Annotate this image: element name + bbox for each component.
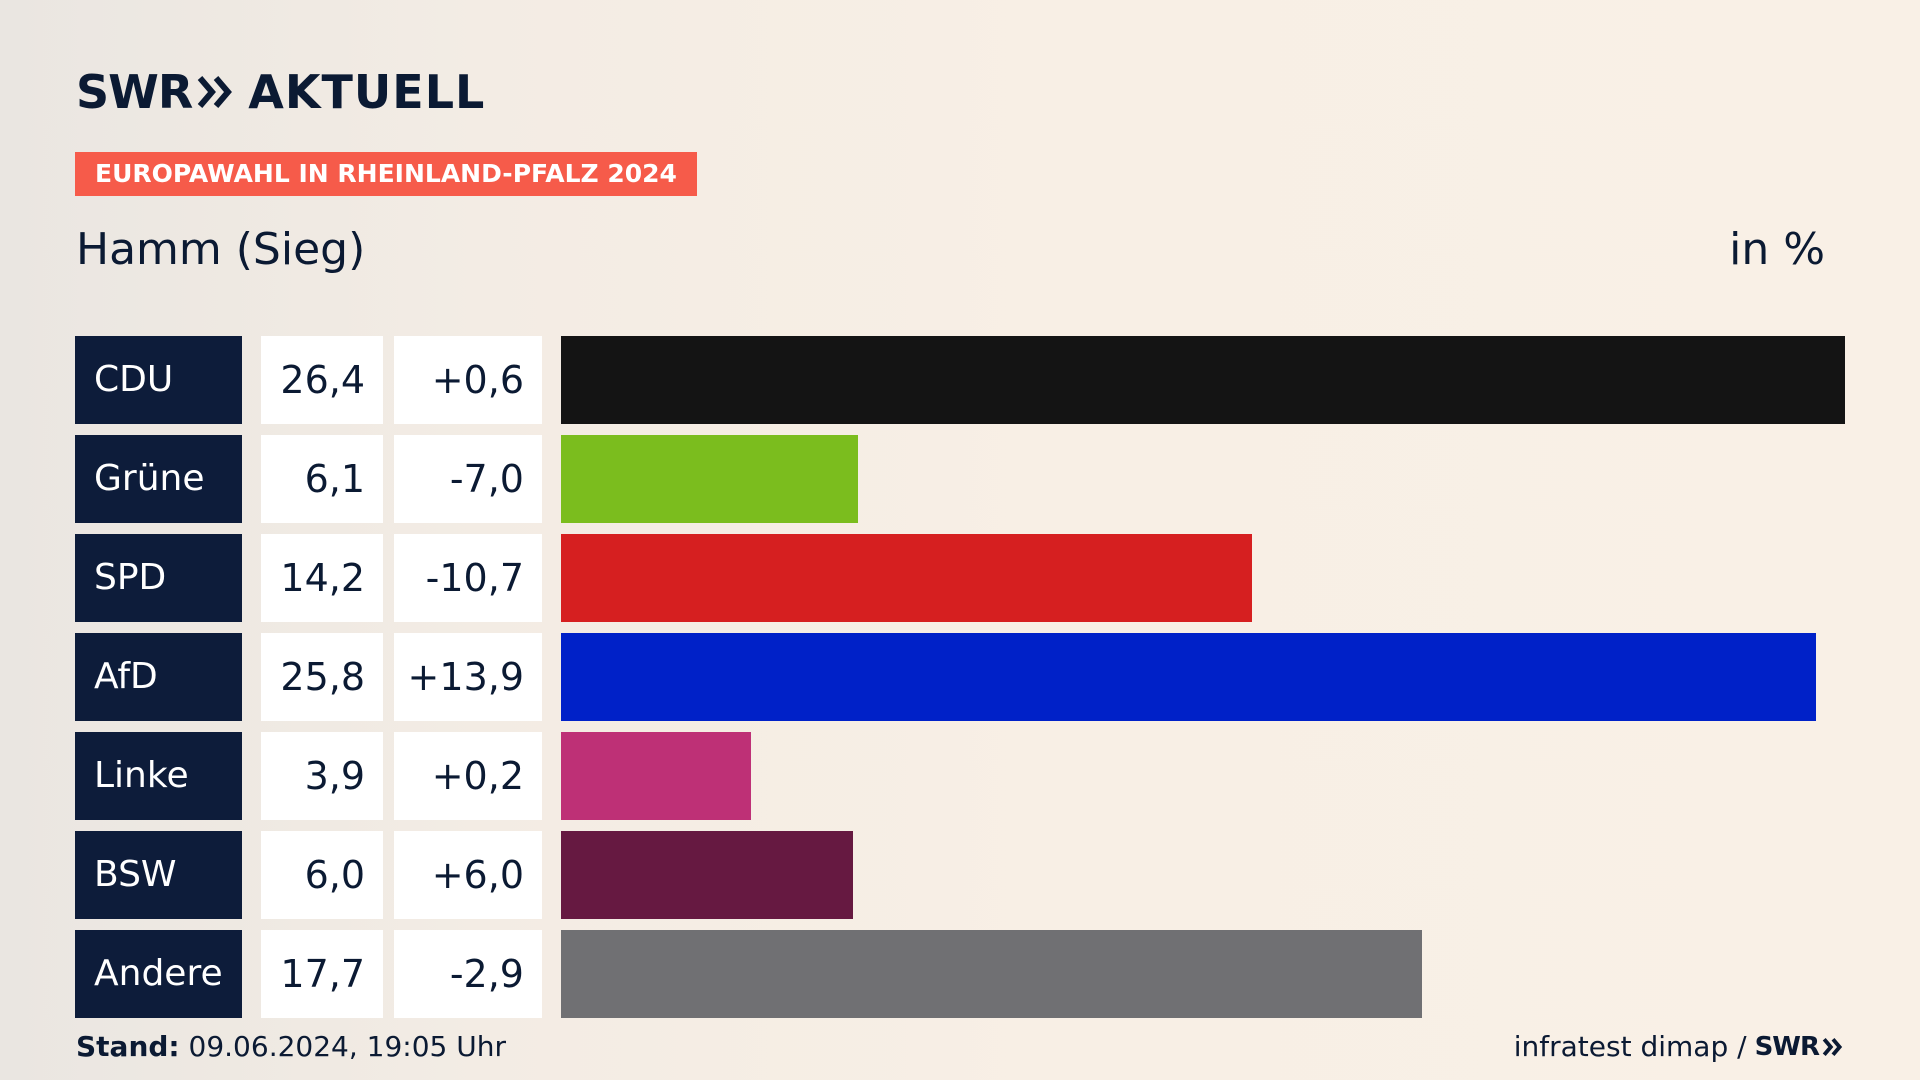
- source-credit: infratest dimap / SWR: [1514, 1030, 1844, 1063]
- bar-track: [561, 633, 1845, 721]
- vote-share-value: 6,1: [261, 435, 383, 523]
- party-label: Linke: [75, 732, 242, 820]
- vote-share-value: 3,9: [261, 732, 383, 820]
- stand-label: Stand:: [76, 1030, 180, 1063]
- bar-track: [561, 336, 1845, 424]
- bar-track: [561, 930, 1845, 1018]
- vote-share-value: 26,4: [261, 336, 383, 424]
- party-label: Grüne: [75, 435, 242, 523]
- party-label: CDU: [75, 336, 242, 424]
- source-swr-logo: SWR: [1754, 1031, 1820, 1062]
- vote-share-value: 17,7: [261, 930, 383, 1018]
- timestamp: Stand: 09.06.2024, 19:05 Uhr: [76, 1030, 506, 1063]
- result-bar: [561, 336, 1845, 424]
- result-row: Grüne 6,1 -7,0: [75, 435, 1845, 523]
- swr-aktuell-logo: SWR AKTUELL: [76, 65, 486, 119]
- party-label: BSW: [75, 831, 242, 919]
- change-value: -2,9: [394, 930, 542, 1018]
- source-text: infratest dimap /: [1513, 1030, 1747, 1063]
- bar-track: [561, 831, 1845, 919]
- change-value: +0,2: [394, 732, 542, 820]
- change-value: +6,0: [394, 831, 542, 919]
- result-row: AfD 25,8 +13,9: [75, 633, 1845, 721]
- change-value: -10,7: [394, 534, 542, 622]
- party-label: Andere: [75, 930, 242, 1018]
- election-badge: EUROPAWAHL IN RHEINLAND-PFALZ 2024: [75, 152, 697, 196]
- change-value: +0,6: [394, 336, 542, 424]
- result-bar: [561, 930, 1422, 1018]
- double-chevron-icon: [1822, 1037, 1843, 1056]
- results-chart: CDU 26,4 +0,6 Grüne 6,1 -7,0 SPD 14,2 -10,7 AfD 25…: [75, 336, 1845, 1029]
- result-row: BSW 6,0 +6,0: [75, 831, 1845, 919]
- change-value: -7,0: [394, 435, 542, 523]
- result-row: Andere 17,7 -2,9: [75, 930, 1845, 1018]
- result-row: CDU 26,4 +0,6: [75, 336, 1845, 424]
- result-bar: [561, 732, 751, 820]
- result-row: Linke 3,9 +0,2: [75, 732, 1845, 820]
- vote-share-value: 25,8: [261, 633, 383, 721]
- party-label: SPD: [75, 534, 242, 622]
- double-chevron-icon: [198, 76, 233, 108]
- party-label: AfD: [75, 633, 242, 721]
- region-title: Hamm (Sieg): [76, 224, 366, 275]
- result-bar: [561, 831, 853, 919]
- vote-share-value: 6,0: [261, 831, 383, 919]
- result-bar: [561, 633, 1816, 721]
- result-row: SPD 14,2 -10,7: [75, 534, 1845, 622]
- logo-swr-text: SWR: [76, 65, 193, 119]
- stand-value: 09.06.2024, 19:05 Uhr: [188, 1030, 506, 1063]
- vote-share-value: 14,2: [261, 534, 383, 622]
- result-bar: [561, 534, 1252, 622]
- change-value: +13,9: [394, 633, 542, 721]
- bar-track: [561, 732, 1845, 820]
- bar-track: [561, 435, 1845, 523]
- bar-track: [561, 534, 1845, 622]
- unit-label: in %: [1729, 224, 1825, 275]
- logo-aktuell-text: AKTUELL: [248, 65, 486, 119]
- result-bar: [561, 435, 858, 523]
